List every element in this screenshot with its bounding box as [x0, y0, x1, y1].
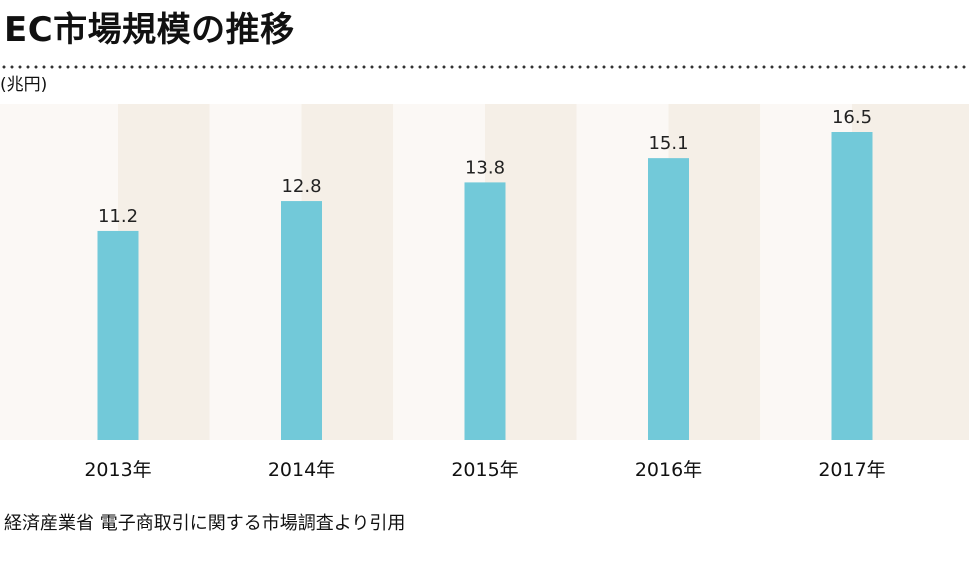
bar-2017年: [831, 132, 873, 440]
value-label: 12.8: [281, 176, 321, 197]
dotted-divider: [0, 64, 969, 70]
x-axis-label: 2016年: [635, 459, 702, 481]
source-note: 経済産業省 電子商取引に関する市場調査より引用: [4, 513, 406, 534]
background-bands: [0, 104, 969, 440]
value-label: 13.8: [465, 157, 505, 178]
bar-chart: 11.2 12.8 13.8 15.1 16.5 2013年 2014年 2015年 2016…: [0, 104, 969, 481]
bars: [97, 132, 873, 440]
value-label: 11.2: [98, 206, 138, 227]
bar-2015年: [464, 182, 506, 440]
x-axis-label: 2013年: [84, 459, 151, 481]
bar-2014年: [281, 201, 322, 440]
unit-label: (兆円): [0, 75, 48, 95]
x-axis-label: 2015年: [451, 459, 518, 481]
x-axis-label: 2014年: [268, 459, 335, 481]
bar-2013年: [97, 230, 139, 440]
bar-2016年: [648, 158, 689, 440]
value-label: 16.5: [832, 107, 872, 128]
x-axis-label: 2017年: [818, 459, 885, 481]
value-label: 15.1: [648, 133, 688, 154]
value-labels: 11.2 12.8 13.8 15.1 16.5: [98, 107, 872, 227]
chart-title: EC市場規模の推移: [4, 10, 295, 50]
x-axis-labels: 2013年 2014年 2015年 2016年 2017年: [84, 459, 885, 481]
